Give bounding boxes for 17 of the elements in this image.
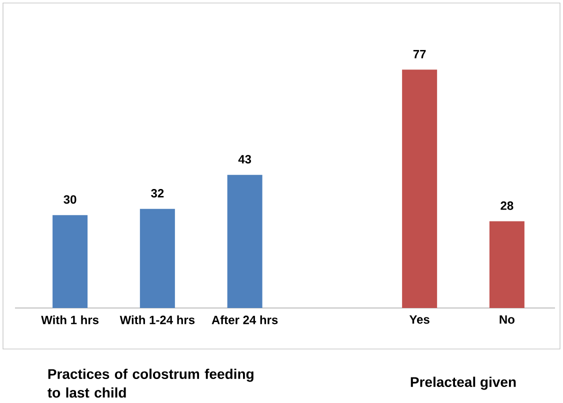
bar (489, 221, 524, 308)
bar (140, 208, 175, 308)
x-tick-label: With 1-24 hrs (120, 315, 195, 324)
text: Practices of colostrum feeding to last child (48, 368, 254, 398)
data-label: 28 (500, 201, 514, 210)
bar (402, 70, 438, 308)
data-label: 43 (238, 154, 252, 164)
bar (227, 174, 262, 308)
data-label: 30 (64, 195, 76, 204)
x-tick-label: After 24 hrs (212, 315, 278, 324)
x-tick-label: With 1 hrs (41, 315, 99, 324)
data-label: 77 (413, 50, 426, 58)
x-tick-label: Yes (409, 315, 430, 324)
x-tick-label: No (500, 315, 514, 324)
bar (52, 215, 88, 308)
text: Prelacteal given (410, 376, 516, 390)
data-label: 32 (151, 189, 164, 198)
